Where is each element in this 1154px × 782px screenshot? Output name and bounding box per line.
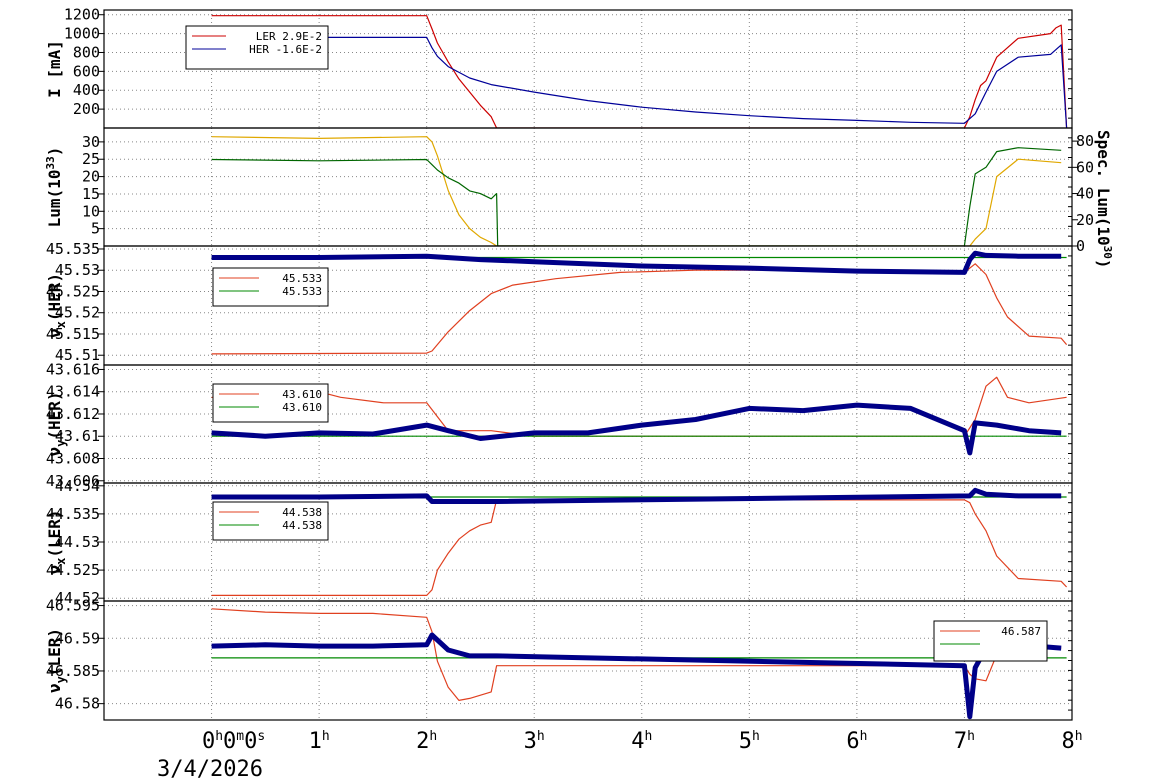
x-tick-label: 0h0m0s	[202, 729, 265, 754]
x-tick-label: 3h	[524, 729, 545, 754]
y-axis-label: Lum(1033)	[44, 147, 64, 228]
panel-5: 44.54 44.535 44.53 44.525 44.52 νx(LER) 44.538…	[45, 477, 1073, 607]
x-tick-label: 1h	[309, 729, 330, 754]
y2-tick-label: 0	[1076, 237, 1085, 255]
x-tick-label: 7h	[954, 729, 975, 754]
y-tick-label: 46.59	[55, 629, 100, 647]
y2-tick-label: 60	[1076, 158, 1094, 176]
y-tick-label: 44.54	[55, 477, 100, 495]
y-axis-label: I [mA]	[45, 40, 64, 98]
y-tick-label: 5	[91, 220, 100, 238]
x-tick-label: 5h	[739, 729, 760, 754]
y-tick-label: 200	[73, 100, 100, 118]
y-tick-label: 43.606	[46, 472, 100, 490]
y-tick-label: 46.585	[46, 662, 100, 680]
legend-entry: 44.538	[282, 506, 322, 519]
series-line-3	[211, 487, 1062, 504]
y-tick-label: 46.58	[55, 695, 100, 713]
panel-4: 43.616 43.614 43.612 43.61 43.608 43.606 νy(HE…	[45, 360, 1073, 490]
legend-entry: 45.533	[282, 285, 322, 298]
legend-entry: 45.533	[282, 272, 322, 285]
y-tick-label: 44.525	[46, 561, 100, 579]
y2-tick-label: 80	[1076, 132, 1094, 150]
y-tick-label: 44.535	[46, 505, 100, 523]
y2-tick-label: 20	[1076, 211, 1094, 229]
x-axis: 0h0m0s 1h 2h 3h 4h 5h 6h 7h 8h	[202, 729, 1083, 754]
y-tick-label: 20	[82, 168, 100, 186]
y-tick-label: 43.608	[46, 450, 100, 468]
legend-entry: HER -1.6E-2	[249, 43, 322, 56]
y-axis-label: νy(HER)	[45, 391, 68, 456]
y-tick-label: 44.52	[55, 589, 100, 607]
series-line-1	[211, 499, 1068, 597]
y-tick-label: 10	[82, 202, 100, 220]
x-tick-label: 6h	[846, 729, 867, 754]
x-tick-label: 8h	[1061, 729, 1082, 754]
series-line-1	[211, 136, 1062, 246]
series-line-2	[211, 36, 1068, 128]
series-line-2	[211, 147, 1062, 246]
y-tick-label: 43.612	[46, 405, 100, 423]
y-tick-label: 46.595	[46, 597, 100, 615]
y-tick-label: 800	[73, 43, 100, 61]
panel-frame	[103, 600, 1073, 721]
series-line-3	[211, 402, 1062, 456]
x-tick-label: 4h	[631, 729, 652, 754]
y-axis-label: νy(LER)	[45, 628, 68, 693]
series-line-1	[211, 608, 1062, 702]
legend-entry: 46.587	[1001, 625, 1041, 638]
y-tick-label: 45.51	[55, 346, 100, 364]
y-tick-label: 45.535	[46, 240, 100, 258]
y2-axis-label: Spec. Lum(1030)	[1094, 130, 1114, 268]
legend-box	[933, 620, 1048, 662]
y-tick-label: 1200	[64, 6, 100, 24]
series-line-3	[211, 250, 1062, 275]
legend-box	[212, 267, 329, 307]
y-axis-label: νx(HER)	[45, 273, 68, 338]
legend-entry: LER 2.9E-2	[256, 30, 322, 43]
y-tick-label: 43.616	[46, 360, 100, 378]
y-tick-label: 25	[82, 150, 100, 168]
y-tick-label: 43.614	[46, 383, 100, 401]
y-tick-label: 45.53	[55, 261, 100, 279]
y-tick-label: 43.61	[55, 427, 100, 445]
y-tick-label: 45.52	[55, 304, 100, 322]
y-tick-label: 30	[82, 133, 100, 151]
y2-tick-label: 40	[1076, 185, 1094, 203]
legend-box	[212, 501, 329, 541]
y-tick-label: 45.515	[46, 325, 100, 343]
panel-3: 45.535 45.53 45.525 45.52 45.515 45.51 νx(HER)…	[45, 240, 1073, 366]
legend-entry: 43.610	[282, 388, 322, 401]
date-label: 3/4/2026	[157, 757, 263, 782]
y-tick-label: 400	[73, 81, 100, 99]
legend-entry: 44.538	[282, 519, 322, 532]
y-tick-label: 45.525	[46, 282, 100, 300]
y-tick-label: 1000	[64, 25, 100, 43]
legend-box	[185, 25, 329, 70]
legend: 46.587	[933, 620, 1048, 662]
legend-box	[212, 383, 329, 423]
y-axis-label: νx(LER)	[45, 509, 68, 574]
series-line-1	[211, 15, 1068, 128]
legend-entry: 43.610	[282, 401, 322, 414]
y-tick-label: 44.53	[55, 533, 100, 551]
y-tick-label: 600	[73, 62, 100, 80]
y-tick-label: 15	[82, 185, 100, 203]
x-tick-label: 2h	[416, 729, 437, 754]
panel-6: 46.595 46.59 46.585 46.58 νy(LER) 46.587	[45, 597, 1073, 721]
